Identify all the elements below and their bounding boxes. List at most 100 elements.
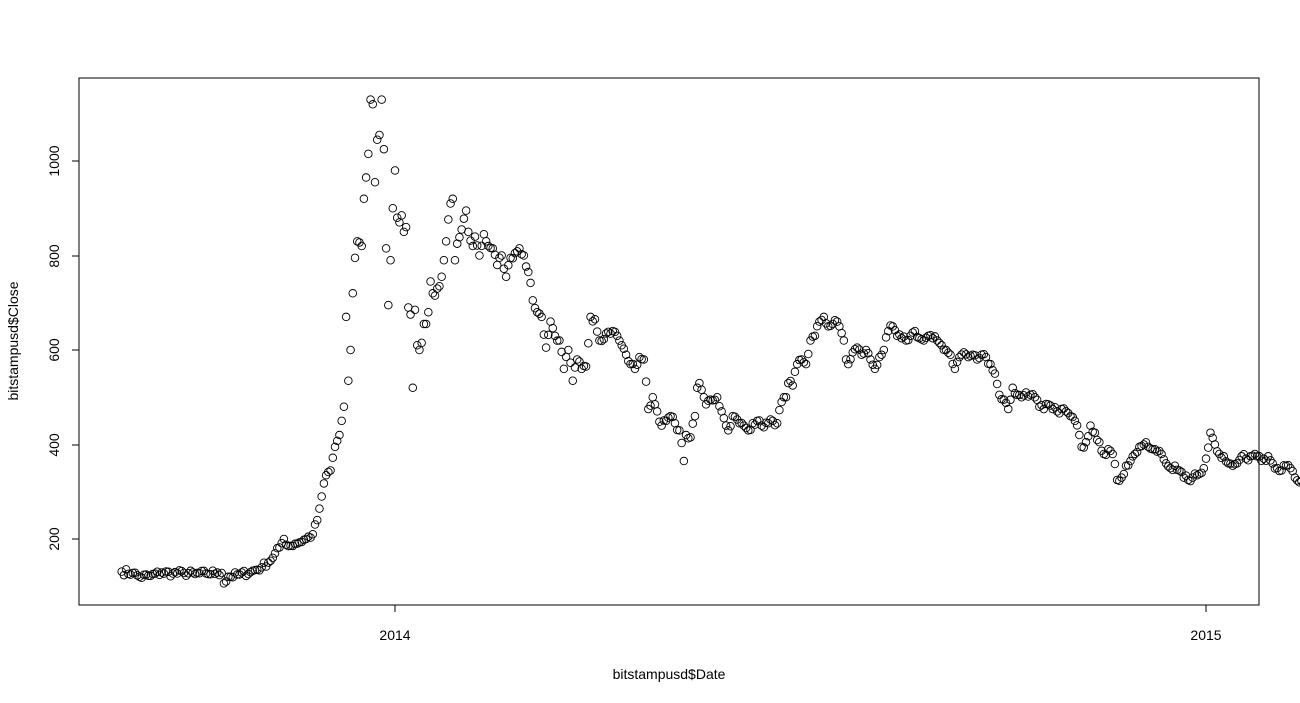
data-point [892, 331, 902, 341]
data-point [475, 251, 484, 260]
data-point [648, 393, 657, 402]
data-point [581, 362, 591, 371]
data-point [1021, 388, 1031, 397]
data-point [741, 423, 751, 433]
data-point [441, 237, 451, 246]
data-point [350, 253, 360, 263]
data-point [944, 348, 953, 357]
data-point [950, 364, 960, 374]
data-point [652, 407, 662, 416]
data-point [497, 251, 506, 260]
data-point [575, 357, 584, 366]
data-point [548, 323, 558, 333]
data-point [697, 385, 706, 394]
data-point [635, 352, 644, 362]
data-point [133, 571, 142, 580]
data-point [790, 367, 800, 377]
data-point [324, 467, 333, 477]
data-point [357, 241, 366, 251]
data-point [532, 307, 542, 317]
data-point [1092, 435, 1102, 445]
data-point [1103, 444, 1113, 454]
data-point [932, 336, 942, 345]
data-point [1295, 478, 1300, 487]
y-axis: 200 400 600 800 1000 [46, 145, 80, 551]
data-point [952, 357, 962, 367]
data-point [517, 249, 526, 259]
data-point [439, 255, 449, 265]
data-point [388, 203, 398, 213]
data-point [937, 341, 946, 350]
data-point [270, 549, 280, 558]
data-point [184, 569, 193, 578]
data-point [1070, 416, 1080, 426]
data-point [619, 344, 629, 354]
data-point [448, 194, 458, 204]
data-point [210, 569, 220, 579]
data-point [1139, 440, 1149, 449]
data-point [317, 492, 326, 501]
data-point [366, 95, 375, 104]
data-point [1048, 404, 1057, 414]
data-point [288, 541, 298, 551]
data-point [1181, 471, 1191, 480]
data-point [297, 537, 306, 547]
data-point [788, 381, 797, 390]
data-point [946, 350, 955, 359]
data-point [1075, 430, 1084, 440]
data-point [1197, 468, 1206, 478]
data-point [477, 241, 486, 251]
data-point [632, 360, 642, 370]
data-point [1004, 404, 1013, 414]
data-point [164, 567, 173, 577]
data-point [1168, 465, 1177, 475]
data-point [868, 360, 877, 369]
data-point [1108, 449, 1117, 459]
data-point [544, 330, 553, 340]
data-point [1148, 444, 1157, 454]
data-point [1150, 445, 1160, 454]
data-point [559, 364, 569, 374]
data-points [117, 95, 1300, 588]
data-point [119, 570, 129, 580]
data-point [615, 336, 624, 345]
data-point [1286, 463, 1295, 473]
data-point [1248, 451, 1257, 460]
data-point [508, 254, 518, 263]
data-point [1263, 452, 1273, 461]
data-point [181, 571, 191, 580]
data-point [392, 213, 402, 222]
data-point [719, 413, 729, 423]
data-point [415, 345, 424, 355]
data-point [986, 359, 995, 369]
data-point [555, 336, 564, 345]
data-point [1215, 449, 1224, 459]
data-point [266, 556, 275, 566]
data-point [401, 222, 411, 232]
data-point [1297, 477, 1300, 486]
data-point [452, 239, 462, 248]
data-point [1039, 404, 1049, 414]
data-point [910, 326, 920, 336]
data-point [1188, 473, 1197, 482]
data-point [912, 332, 922, 342]
data-point [468, 241, 478, 251]
data-point [604, 327, 613, 337]
data-point [372, 135, 382, 144]
y-axis-title: bitstampusd$Close [5, 281, 21, 400]
data-point [572, 355, 582, 364]
data-point [215, 570, 224, 580]
data-point [361, 173, 371, 182]
data-point [850, 344, 860, 354]
data-point [197, 566, 206, 576]
data-point [1006, 395, 1015, 405]
data-point [1055, 409, 1064, 418]
y-tick-label-1000: 1000 [46, 145, 62, 176]
data-point [772, 418, 782, 428]
data-point [624, 356, 633, 366]
data-point [312, 515, 322, 525]
data-point [550, 331, 560, 341]
data-point [841, 355, 851, 364]
data-point [570, 363, 580, 372]
